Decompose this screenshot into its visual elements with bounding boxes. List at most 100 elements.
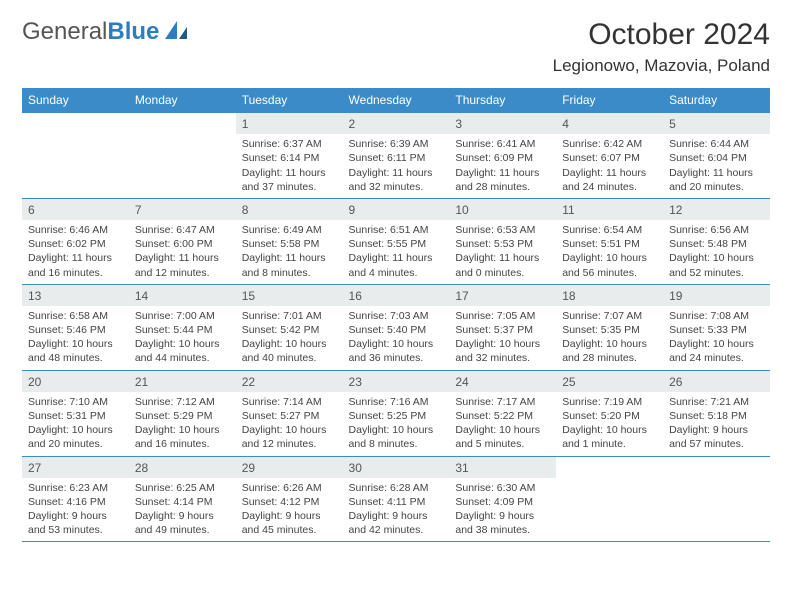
day-number: 7 xyxy=(129,199,236,220)
calendar-day-cell: 8Sunrise: 6:49 AMSunset: 5:58 PMDaylight… xyxy=(236,198,343,284)
calendar-header-cell: Sunday xyxy=(22,88,129,113)
calendar-header-cell: Friday xyxy=(556,88,663,113)
logo-text: GeneralBlue xyxy=(22,18,159,46)
day-details: Sunrise: 7:08 AMSunset: 5:33 PMDaylight:… xyxy=(663,306,770,370)
day-number: 17 xyxy=(449,285,556,306)
sunset-text: Sunset: 6:07 PM xyxy=(562,151,657,165)
day-details: Sunrise: 6:37 AMSunset: 6:14 PMDaylight:… xyxy=(236,134,343,198)
sunrise-text: Sunrise: 7:01 AM xyxy=(242,309,337,323)
calendar-day-cell: 13Sunrise: 6:58 AMSunset: 5:46 PMDayligh… xyxy=(22,284,129,370)
calendar-day-cell: 12Sunrise: 6:56 AMSunset: 5:48 PMDayligh… xyxy=(663,198,770,284)
day-details: Sunrise: 6:44 AMSunset: 6:04 PMDaylight:… xyxy=(663,134,770,198)
day-details: Sunrise: 6:49 AMSunset: 5:58 PMDaylight:… xyxy=(236,220,343,284)
logo-part2: Blue xyxy=(107,18,159,45)
calendar-day-cell xyxy=(663,456,770,542)
calendar-day-cell: 3Sunrise: 6:41 AMSunset: 6:09 PMDaylight… xyxy=(449,113,556,199)
calendar-day-cell: 14Sunrise: 7:00 AMSunset: 5:44 PMDayligh… xyxy=(129,284,236,370)
calendar-day-cell: 23Sunrise: 7:16 AMSunset: 5:25 PMDayligh… xyxy=(343,370,450,456)
daylight-text: Daylight: 11 hours and 24 minutes. xyxy=(562,166,657,194)
daylight-text: Daylight: 11 hours and 32 minutes. xyxy=(349,166,444,194)
sunset-text: Sunset: 4:09 PM xyxy=(455,495,550,509)
daylight-text: Daylight: 11 hours and 4 minutes. xyxy=(349,251,444,279)
sunset-text: Sunset: 6:11 PM xyxy=(349,151,444,165)
sunrise-text: Sunrise: 6:49 AM xyxy=(242,223,337,237)
header: GeneralBlue October 2024 Legionowo, Mazo… xyxy=(22,18,770,76)
sunset-text: Sunset: 5:18 PM xyxy=(669,409,764,423)
sunrise-text: Sunrise: 7:00 AM xyxy=(135,309,230,323)
logo-part1: General xyxy=(22,18,107,45)
daylight-text: Daylight: 10 hours and 20 minutes. xyxy=(28,423,123,451)
calendar-week-row: 6Sunrise: 6:46 AMSunset: 6:02 PMDaylight… xyxy=(22,198,770,284)
day-details: Sunrise: 6:30 AMSunset: 4:09 PMDaylight:… xyxy=(449,478,556,542)
sunrise-text: Sunrise: 7:17 AM xyxy=(455,395,550,409)
daylight-text: Daylight: 11 hours and 0 minutes. xyxy=(455,251,550,279)
calendar-day-cell: 4Sunrise: 6:42 AMSunset: 6:07 PMDaylight… xyxy=(556,113,663,199)
calendar-day-cell: 5Sunrise: 6:44 AMSunset: 6:04 PMDaylight… xyxy=(663,113,770,199)
day-number: 9 xyxy=(343,199,450,220)
daylight-text: Daylight: 10 hours and 32 minutes. xyxy=(455,337,550,365)
sunset-text: Sunset: 5:55 PM xyxy=(349,237,444,251)
day-details: Sunrise: 6:53 AMSunset: 5:53 PMDaylight:… xyxy=(449,220,556,284)
calendar-week-row: 1Sunrise: 6:37 AMSunset: 6:14 PMDaylight… xyxy=(22,113,770,199)
sunrise-text: Sunrise: 7:14 AM xyxy=(242,395,337,409)
sunset-text: Sunset: 6:02 PM xyxy=(28,237,123,251)
sunset-text: Sunset: 6:04 PM xyxy=(669,151,764,165)
calendar-day-cell: 1Sunrise: 6:37 AMSunset: 6:14 PMDaylight… xyxy=(236,113,343,199)
calendar-day-cell: 28Sunrise: 6:25 AMSunset: 4:14 PMDayligh… xyxy=(129,456,236,542)
day-number: 23 xyxy=(343,371,450,392)
location-text: Legionowo, Mazovia, Poland xyxy=(553,56,770,76)
daylight-text: Daylight: 9 hours and 53 minutes. xyxy=(28,509,123,537)
sunset-text: Sunset: 5:33 PM xyxy=(669,323,764,337)
daylight-text: Daylight: 10 hours and 8 minutes. xyxy=(349,423,444,451)
calendar-day-cell: 15Sunrise: 7:01 AMSunset: 5:42 PMDayligh… xyxy=(236,284,343,370)
sunrise-text: Sunrise: 7:03 AM xyxy=(349,309,444,323)
day-number: 19 xyxy=(663,285,770,306)
calendar-day-cell: 17Sunrise: 7:05 AMSunset: 5:37 PMDayligh… xyxy=(449,284,556,370)
calendar-day-cell: 2Sunrise: 6:39 AMSunset: 6:11 PMDaylight… xyxy=(343,113,450,199)
day-details: Sunrise: 6:25 AMSunset: 4:14 PMDaylight:… xyxy=(129,478,236,542)
day-number: 16 xyxy=(343,285,450,306)
calendar-day-cell: 19Sunrise: 7:08 AMSunset: 5:33 PMDayligh… xyxy=(663,284,770,370)
daylight-text: Daylight: 10 hours and 16 minutes. xyxy=(135,423,230,451)
day-details: Sunrise: 7:12 AMSunset: 5:29 PMDaylight:… xyxy=(129,392,236,456)
daylight-text: Daylight: 10 hours and 44 minutes. xyxy=(135,337,230,365)
sunrise-text: Sunrise: 7:19 AM xyxy=(562,395,657,409)
sunrise-text: Sunrise: 6:44 AM xyxy=(669,137,764,151)
day-details: Sunrise: 7:01 AMSunset: 5:42 PMDaylight:… xyxy=(236,306,343,370)
calendar-day-cell: 20Sunrise: 7:10 AMSunset: 5:31 PMDayligh… xyxy=(22,370,129,456)
sunrise-text: Sunrise: 6:39 AM xyxy=(349,137,444,151)
day-number: 31 xyxy=(449,457,556,478)
sunrise-text: Sunrise: 7:21 AM xyxy=(669,395,764,409)
day-details: Sunrise: 7:19 AMSunset: 5:20 PMDaylight:… xyxy=(556,392,663,456)
sunset-text: Sunset: 5:48 PM xyxy=(669,237,764,251)
calendar-day-cell xyxy=(22,113,129,199)
calendar-header-cell: Wednesday xyxy=(343,88,450,113)
daylight-text: Daylight: 11 hours and 28 minutes. xyxy=(455,166,550,194)
sunrise-text: Sunrise: 7:12 AM xyxy=(135,395,230,409)
day-number: 3 xyxy=(449,113,556,134)
day-number: 8 xyxy=(236,199,343,220)
day-details: Sunrise: 7:21 AMSunset: 5:18 PMDaylight:… xyxy=(663,392,770,456)
sunset-text: Sunset: 5:44 PM xyxy=(135,323,230,337)
daylight-text: Daylight: 10 hours and 40 minutes. xyxy=(242,337,337,365)
day-details: Sunrise: 7:16 AMSunset: 5:25 PMDaylight:… xyxy=(343,392,450,456)
day-details: Sunrise: 6:42 AMSunset: 6:07 PMDaylight:… xyxy=(556,134,663,198)
day-details: Sunrise: 7:17 AMSunset: 5:22 PMDaylight:… xyxy=(449,392,556,456)
calendar-header-cell: Tuesday xyxy=(236,88,343,113)
day-details: Sunrise: 6:41 AMSunset: 6:09 PMDaylight:… xyxy=(449,134,556,198)
daylight-text: Daylight: 10 hours and 1 minute. xyxy=(562,423,657,451)
daylight-text: Daylight: 10 hours and 56 minutes. xyxy=(562,251,657,279)
calendar-body: 1Sunrise: 6:37 AMSunset: 6:14 PMDaylight… xyxy=(22,113,770,542)
day-details: Sunrise: 7:14 AMSunset: 5:27 PMDaylight:… xyxy=(236,392,343,456)
daylight-text: Daylight: 10 hours and 28 minutes. xyxy=(562,337,657,365)
sunset-text: Sunset: 5:58 PM xyxy=(242,237,337,251)
calendar-header-row: SundayMondayTuesdayWednesdayThursdayFrid… xyxy=(22,88,770,113)
sunrise-text: Sunrise: 7:16 AM xyxy=(349,395,444,409)
sunset-text: Sunset: 5:20 PM xyxy=(562,409,657,423)
day-number: 28 xyxy=(129,457,236,478)
day-number: 18 xyxy=(556,285,663,306)
day-number: 5 xyxy=(663,113,770,134)
day-details: Sunrise: 7:03 AMSunset: 5:40 PMDaylight:… xyxy=(343,306,450,370)
day-number: 20 xyxy=(22,371,129,392)
sunset-text: Sunset: 5:53 PM xyxy=(455,237,550,251)
